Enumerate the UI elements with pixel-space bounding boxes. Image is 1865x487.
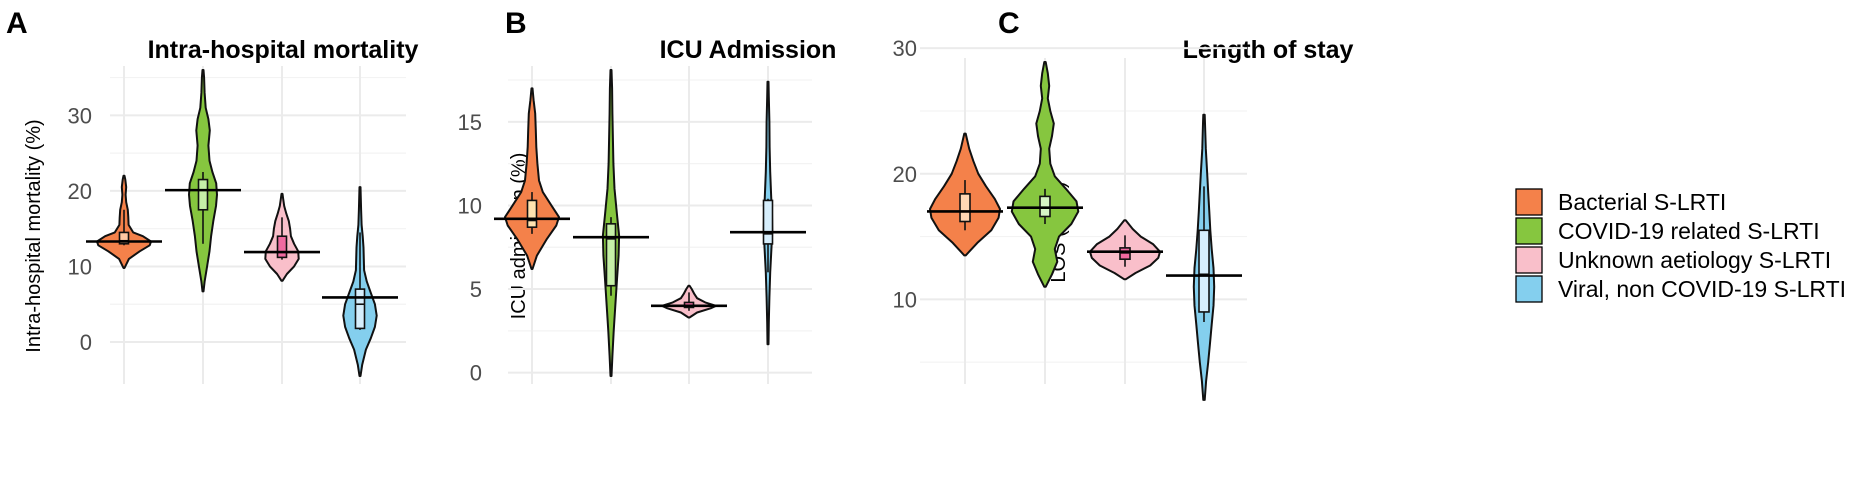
- panel-letter-b: B: [505, 7, 527, 40]
- box-b-covid: [605, 223, 617, 287]
- y-axis-label-a: Intra-hospital mortality (%): [23, 119, 45, 352]
- y-tick-label-a: 30: [68, 103, 92, 128]
- y-tick-label-c: 10: [893, 287, 917, 312]
- legend-key-viral: [1515, 275, 1543, 303]
- y-tick-label-b: 15: [458, 110, 482, 135]
- panel-a: A Intra-hospital mortality Intra-hospita…: [6, 7, 419, 384]
- legend: Bacterial S-LRTI COVID-19 related S-LRTI…: [1515, 188, 1846, 303]
- y-tick-label-a: 0: [80, 330, 92, 355]
- box-a-unknown: [276, 235, 288, 259]
- box-a-viral: [354, 288, 366, 330]
- plot-area-c: 10 20 30: [893, 36, 1247, 401]
- y-tick-label-c: 20: [893, 162, 917, 187]
- legend-label-unknown: Unknown aetiology S-LRTI: [1558, 247, 1831, 273]
- violin-c-covid: [1010, 61, 1080, 288]
- legend-label-covid: COVID-19 related S-LRTI: [1558, 218, 1820, 244]
- y-tick-label-a: 20: [68, 179, 92, 204]
- box-a-bacterial: [118, 231, 130, 245]
- y-tick-label-b: 10: [458, 193, 482, 218]
- box-b-viral: [762, 199, 774, 245]
- legend-label-viral: Viral, non COVID-19 S-LRTI: [1558, 276, 1846, 302]
- y-tick-label-b: 0: [470, 361, 482, 386]
- panel-letter-a: A: [6, 7, 28, 40]
- plot-area-a: 0 10 20 30: [68, 66, 406, 384]
- legend-key-bacterial: [1515, 188, 1543, 216]
- box-b-bacterial: [526, 199, 538, 228]
- legend-key-covid: [1515, 217, 1543, 245]
- legend-label-bacterial: Bacterial S-LRTI: [1558, 189, 1726, 215]
- panel-title-b: ICU Admission: [660, 36, 837, 64]
- panel-title-c: Length of stay: [1183, 36, 1354, 64]
- box-c-bacterial: [959, 193, 971, 223]
- y-tick-label-b: 5: [470, 277, 482, 302]
- plot-area-b: 0 5 10 15: [458, 66, 812, 386]
- box-a-covid: [197, 178, 209, 211]
- legend-key-unknown: [1515, 246, 1543, 274]
- y-tick-label-c: 30: [893, 36, 917, 61]
- y-tick-label-a: 10: [68, 254, 92, 279]
- box-c-viral: [1198, 229, 1210, 313]
- panel-letter-c: C: [998, 7, 1020, 40]
- panel-title-a: Intra-hospital mortality: [148, 36, 419, 64]
